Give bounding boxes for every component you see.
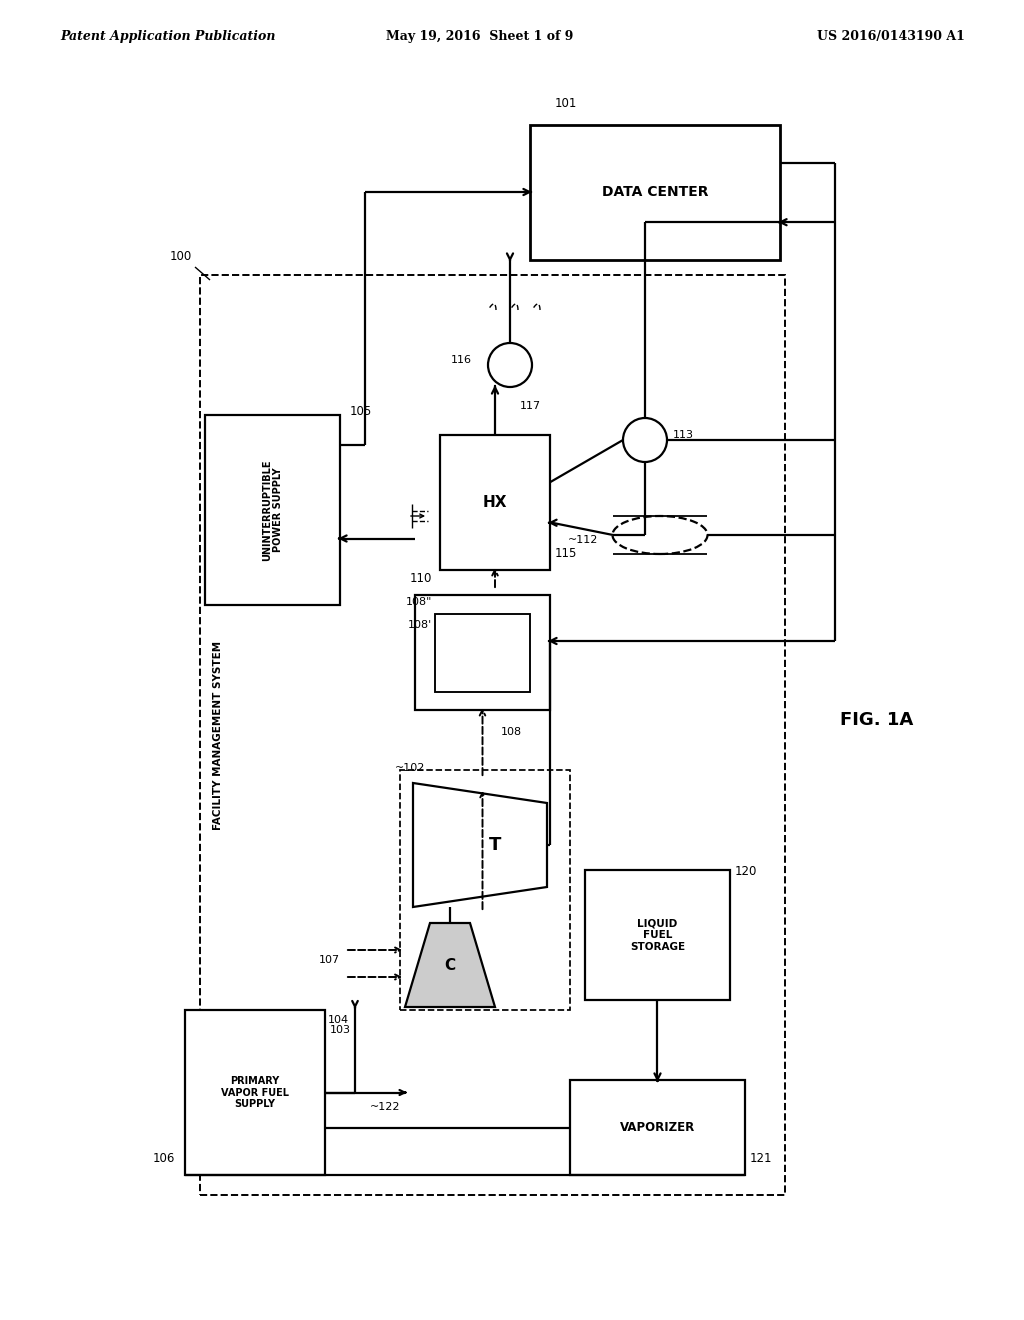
Text: LIQUID
FUEL
STORAGE: LIQUID FUEL STORAGE [630, 919, 685, 952]
Text: T: T [488, 836, 501, 854]
Text: US 2016/0143190 A1: US 2016/0143190 A1 [817, 30, 965, 44]
Text: DATA CENTER: DATA CENTER [602, 186, 709, 199]
Text: 117: 117 [520, 401, 541, 411]
Text: HX: HX [482, 495, 507, 510]
Text: Patent Application Publication: Patent Application Publication [60, 30, 275, 44]
Text: 103: 103 [330, 1026, 351, 1035]
Text: 113: 113 [673, 430, 694, 440]
Text: 108: 108 [501, 727, 521, 737]
Text: FACILITY MANAGEMENT SYSTEM: FACILITY MANAGEMENT SYSTEM [213, 640, 223, 829]
Bar [415, 595, 550, 710]
Bar [530, 125, 780, 260]
Text: ~112: ~112 [567, 535, 598, 545]
Text: ~102: ~102 [395, 763, 425, 774]
Text: 108": 108" [406, 597, 432, 607]
Text: 107: 107 [318, 954, 340, 965]
Bar [200, 275, 785, 1195]
Text: 104: 104 [328, 1015, 349, 1026]
Bar [585, 870, 730, 1001]
Text: 101: 101 [555, 96, 578, 110]
Bar [205, 414, 340, 605]
Text: 108': 108' [408, 620, 432, 630]
Polygon shape [406, 923, 495, 1007]
Text: UNINTERRUPTIBLE
POWER SUPPLY: UNINTERRUPTIBLE POWER SUPPLY [262, 459, 284, 561]
Bar [400, 770, 570, 1010]
Text: FIG. 1A: FIG. 1A [840, 711, 913, 729]
Bar [440, 436, 550, 570]
Text: 100: 100 [170, 249, 193, 263]
Bar [570, 1080, 745, 1175]
Bar [435, 614, 530, 692]
Bar [185, 1010, 325, 1175]
Text: VAPORIZER: VAPORIZER [620, 1121, 695, 1134]
Text: ~122: ~122 [370, 1102, 400, 1113]
Text: 115: 115 [555, 546, 578, 560]
Text: 105: 105 [350, 405, 373, 418]
Text: 106: 106 [153, 1152, 175, 1166]
Text: 121: 121 [750, 1152, 772, 1166]
Text: C: C [444, 957, 456, 973]
Text: 120: 120 [735, 865, 758, 878]
Text: May 19, 2016  Sheet 1 of 9: May 19, 2016 Sheet 1 of 9 [386, 30, 573, 44]
Text: 116: 116 [451, 355, 472, 366]
Text: PRIMARY
VAPOR FUEL
SUPPLY: PRIMARY VAPOR FUEL SUPPLY [221, 1076, 289, 1109]
Text: 110: 110 [410, 572, 432, 585]
